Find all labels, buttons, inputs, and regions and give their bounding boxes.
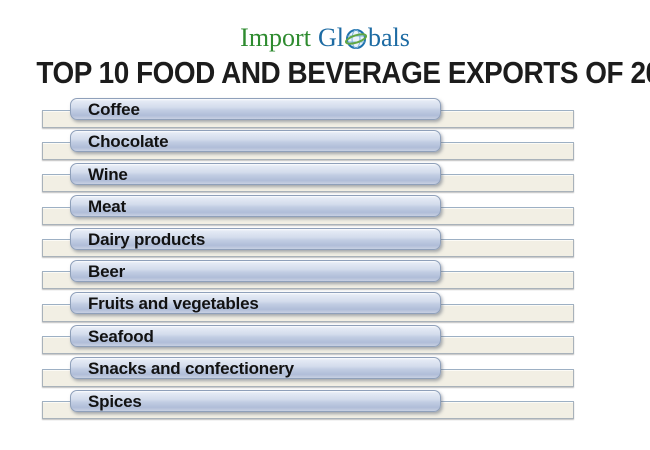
bar: Snacks and confectionery bbox=[70, 357, 441, 380]
logo-word-globals-suffix: bals bbox=[367, 23, 410, 52]
bar: Coffee bbox=[70, 98, 441, 120]
list-item: Fruits and vegetables bbox=[0, 292, 650, 324]
bar-label: Spices bbox=[88, 391, 142, 411]
bar-label: Dairy products bbox=[88, 229, 206, 249]
bar: Fruits and vegetables bbox=[70, 292, 441, 315]
bar: Wine bbox=[70, 162, 441, 185]
bar-label: Seafood bbox=[88, 326, 154, 346]
logo: Import Gl bals bbox=[0, 22, 650, 54]
list-item: Beer bbox=[0, 259, 650, 292]
bar-label: Coffee bbox=[88, 100, 140, 119]
logo-word-globals-prefix: Gl bbox=[317, 23, 344, 52]
list-item: Wine bbox=[0, 162, 650, 195]
list-item: Dairy products bbox=[0, 227, 650, 260]
page-title: TOP 10 FOOD AND BEVERAGE EXPORTS OF 2023 bbox=[36, 55, 650, 90]
export-list: Coffee Chocolate Wine Meat Dairy product bbox=[0, 98, 650, 422]
list-item: Spices bbox=[0, 389, 650, 422]
globe-icon bbox=[344, 29, 367, 49]
bar: Chocolate bbox=[70, 130, 441, 153]
list-item: Chocolate bbox=[0, 130, 650, 162]
bar: Beer bbox=[70, 259, 441, 282]
bar-label: Wine bbox=[88, 164, 128, 184]
bar-label: Snacks and confectionery bbox=[88, 359, 294, 379]
bar: Meat bbox=[70, 195, 441, 218]
logo-word-import: Import bbox=[240, 23, 311, 52]
bar-label: Chocolate bbox=[88, 132, 169, 152]
bar-label: Beer bbox=[88, 261, 126, 281]
list-item: Snacks and confectionery bbox=[0, 357, 650, 389]
bar: Seafood bbox=[70, 324, 441, 347]
bar-label: Meat bbox=[88, 197, 126, 217]
list-item: Meat bbox=[0, 195, 650, 227]
bar: Spices bbox=[70, 389, 441, 412]
list-item: Seafood bbox=[0, 324, 650, 357]
bar: Dairy products bbox=[70, 227, 441, 250]
list-item: Coffee bbox=[0, 98, 650, 130]
bar-label: Fruits and vegetables bbox=[88, 294, 259, 314]
